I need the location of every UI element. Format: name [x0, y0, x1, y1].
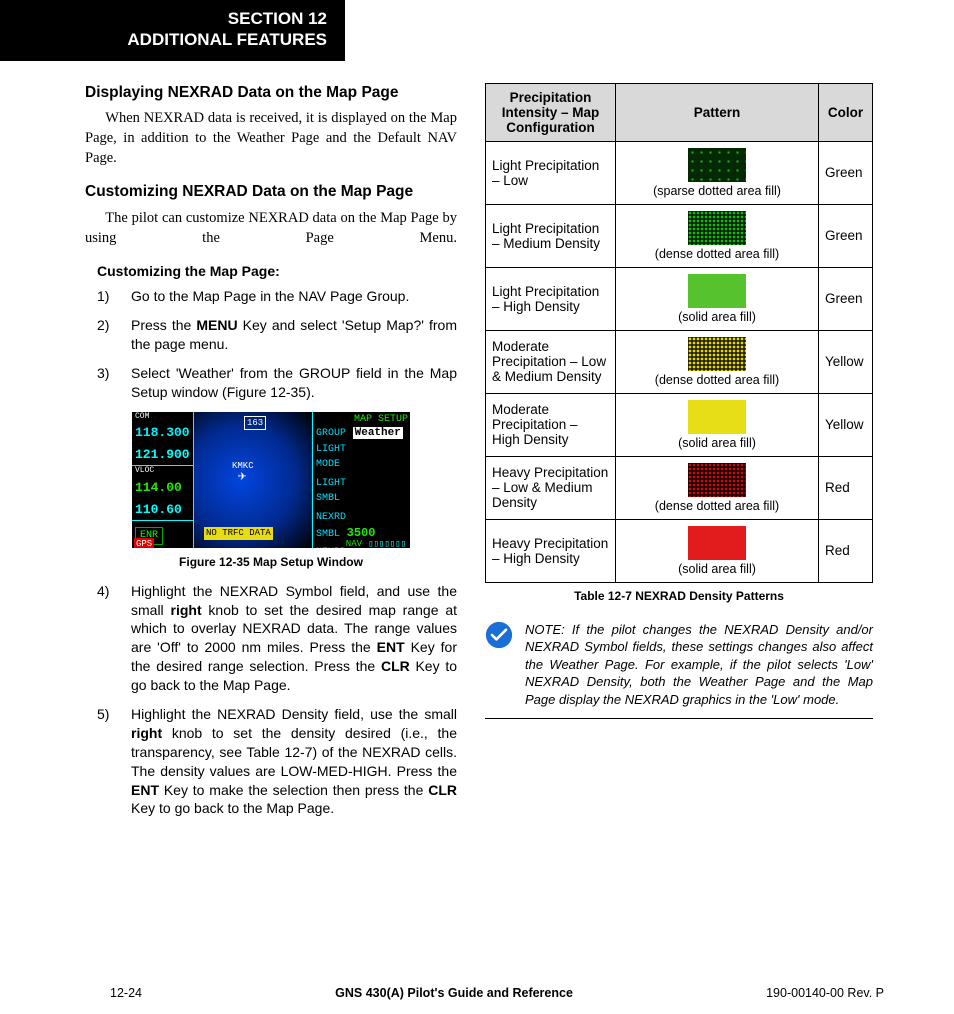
- cell-color: Yellow: [819, 393, 873, 456]
- cell-color: Green: [819, 267, 873, 330]
- pattern-swatch: [688, 148, 746, 182]
- cell-pattern: (dense dotted area fill): [616, 456, 819, 519]
- step-1: 1)Go to the Map Page in the NAV Page Gro…: [97, 287, 457, 306]
- cell-pattern: (dense dotted area fill): [616, 330, 819, 393]
- table-row: Light Precipitation – High Density (solid…: [486, 267, 873, 330]
- footer-rev: 190-00140-00 Rev. P: [766, 986, 884, 1000]
- table-row: Heavy Precipitation – Low & Medium Densi…: [486, 456, 873, 519]
- footer: 12-24 GNS 430(A) Pilot's Guide and Refer…: [0, 986, 954, 1000]
- pattern-note: (solid area fill): [622, 310, 812, 324]
- cell-pattern: (solid area fill): [616, 519, 819, 582]
- nexrad-tbody: Light Precipitation – Low (sparse dotted …: [486, 141, 873, 582]
- gps-badge: GPS: [134, 538, 154, 548]
- cell-intensity: Heavy Precipitation – Low & Medium Densi…: [486, 456, 616, 519]
- group-label: GROUP: [316, 428, 346, 439]
- left-column: Displaying NEXRAD Data on the Map Page W…: [85, 83, 457, 829]
- vloc-freq-1: 114.00: [132, 477, 193, 499]
- com-freq-2: 121.900: [132, 444, 193, 466]
- gps-map-area: 163 KMKC ✈ NO TRFC DATA: [194, 412, 312, 548]
- gps-screen: COM 118.300 121.900 VLOC 114.00 110.60 E…: [132, 412, 410, 548]
- cell-pattern: (sparse dotted area fill): [616, 141, 819, 204]
- vloc-freq-2: 110.60: [132, 499, 193, 521]
- step-5: 5)Highlight the NEXRAD Density field, us…: [97, 705, 457, 818]
- com-freq-1: 118.300: [132, 422, 193, 444]
- section-line2: ADDITIONAL FEATURES: [18, 29, 327, 50]
- table-row: Light Precipitation – Low (sparse dotted …: [486, 141, 873, 204]
- note-block: NOTE: If the pilot changes the NEXRAD De…: [485, 621, 873, 720]
- subheading-customize-map: Customizing the Map Page:: [97, 262, 457, 281]
- vloc-label: VLOC: [132, 466, 193, 477]
- table-row: Moderate Precipitation – High Density (so…: [486, 393, 873, 456]
- th-pattern: Pattern: [616, 83, 819, 141]
- footer-pagenum: 12-24: [110, 986, 142, 1000]
- footer-title: GNS 430(A) Pilot's Guide and Reference: [335, 986, 573, 1000]
- heading-display-nexrad: Displaying NEXRAD Data on the Map Page: [85, 83, 457, 104]
- r1: LIGHTMODE: [316, 444, 346, 470]
- cell-pattern: (dense dotted area fill): [616, 204, 819, 267]
- cell-color: Green: [819, 204, 873, 267]
- cell-color: Red: [819, 456, 873, 519]
- pattern-swatch: [688, 337, 746, 371]
- pattern-note: (dense dotted area fill): [622, 247, 812, 261]
- r2: LIGHTSMBL: [316, 478, 346, 504]
- cell-intensity: Moderate Precipitation – High Density: [486, 393, 616, 456]
- cell-color: Yellow: [819, 330, 873, 393]
- th-color: Color: [819, 83, 873, 141]
- note-check-icon: [485, 621, 513, 649]
- step-2: 2)Press the MENU Key and select 'Setup M…: [97, 316, 457, 354]
- com-label: COM: [132, 412, 193, 423]
- cell-pattern: (solid area fill): [616, 267, 819, 330]
- figure-caption: Figure 12-35 Map Setup Window: [85, 554, 457, 570]
- step-4: 4)Highlight the NEXRAD Symbol field, and…: [97, 582, 457, 695]
- table-row: Light Precipitation – Medium Density (den…: [486, 204, 873, 267]
- cell-intensity: Heavy Precipitation – High Density: [486, 519, 616, 582]
- pattern-swatch: [688, 274, 746, 308]
- section-line1: SECTION 12: [18, 8, 327, 29]
- steps-list: 1)Go to the Map Page in the NAV Page Gro…: [97, 287, 457, 401]
- table-row: Moderate Precipitation – Low & Medium De…: [486, 330, 873, 393]
- route-badge: 163: [244, 416, 266, 430]
- steps-list-cont: 4)Highlight the NEXRAD Symbol field, and…: [97, 582, 457, 819]
- group-value: Weather: [353, 427, 403, 439]
- r3: NEXRDSMBL: [316, 512, 346, 540]
- pattern-swatch: [688, 463, 746, 497]
- cell-color: Red: [819, 519, 873, 582]
- pattern-note: (solid area fill): [622, 436, 812, 450]
- right-column: Precipitation Intensity – Map Configurat…: [485, 83, 873, 829]
- heading-customize-nexrad: Customizing NEXRAD Data on the Map Page: [85, 182, 457, 203]
- nav-bar: GPS NAV ▯▯▯▯▯▯▯: [194, 538, 410, 548]
- step-3: 3)Select 'Weather' from the GROUP field …: [97, 364, 457, 402]
- gps-right-panel: MAP SETUP GROUP Weather LIGHTMODE LIGHTS…: [312, 412, 410, 548]
- pattern-swatch: [688, 211, 746, 245]
- para-2: The pilot can customize NEXRAD data on t…: [85, 209, 457, 248]
- pattern-note: (sparse dotted area fill): [622, 184, 812, 198]
- pattern-note: (dense dotted area fill): [622, 499, 812, 513]
- cell-pattern: (solid area fill): [616, 393, 819, 456]
- cell-color: Green: [819, 141, 873, 204]
- pattern-note: (dense dotted area fill): [622, 373, 812, 387]
- note-text: NOTE: If the pilot changes the NEXRAD De…: [525, 621, 873, 709]
- pattern-swatch: [688, 526, 746, 560]
- pattern-note: (solid area fill): [622, 562, 812, 576]
- cell-intensity: Light Precipitation – Medium Density: [486, 204, 616, 267]
- section-header: SECTION 12 ADDITIONAL FEATURES: [0, 0, 345, 61]
- cell-intensity: Light Precipitation – Low: [486, 141, 616, 204]
- gps-left-panel: COM 118.300 121.900 VLOC 114.00 110.60 E…: [132, 412, 194, 548]
- nav-label: NAV: [346, 538, 362, 548]
- figure-12-35: COM 118.300 121.900 VLOC 114.00 110.60 E…: [132, 412, 410, 548]
- table-caption: Table 12-7 NEXRAD Density Patterns: [485, 589, 873, 603]
- table-row: Heavy Precipitation – High Density (solid…: [486, 519, 873, 582]
- cell-intensity: Moderate Precipitation – Low & Medium De…: [486, 330, 616, 393]
- pattern-swatch: [688, 400, 746, 434]
- cell-intensity: Light Precipitation – High Density: [486, 267, 616, 330]
- para-1: When NEXRAD data is received, it is disp…: [85, 109, 457, 168]
- map-setup-title: MAP SETUP: [354, 413, 408, 427]
- nexrad-table: Precipitation Intensity – Map Configurat…: [485, 83, 873, 583]
- th-intensity: Precipitation Intensity – Map Configurat…: [486, 83, 616, 141]
- content-columns: Displaying NEXRAD Data on the Map Page W…: [0, 61, 954, 829]
